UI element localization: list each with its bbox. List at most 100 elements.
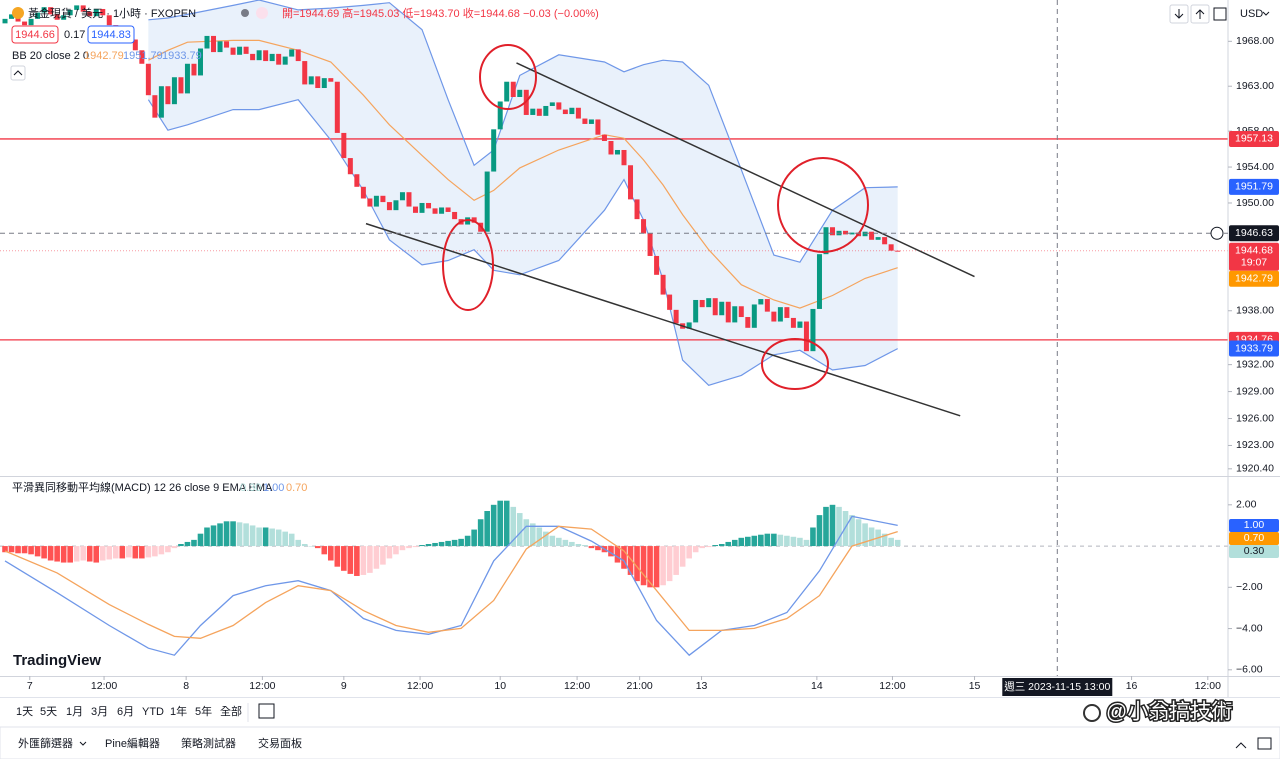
- currency[interactable]: USD: [1240, 8, 1263, 20]
- range-button[interactable]: 1年: [170, 704, 187, 718]
- range-button[interactable]: 6月: [117, 706, 134, 718]
- histogram-bar: [327, 546, 334, 561]
- annotation-layer: [442, 44, 869, 390]
- candle-body: [608, 141, 614, 155]
- candle-body: [256, 50, 262, 61]
- histogram-bar: [8, 546, 15, 553]
- histogram-bar: [334, 546, 341, 567]
- symbol-title[interactable]: 黃金現貨 / 美元 · 1小時 · FXOPEN: [28, 6, 196, 20]
- candle-body: [699, 299, 705, 308]
- maximize-icon[interactable]: [1257, 737, 1272, 750]
- candle-body: [816, 254, 822, 309]
- panel-tab[interactable]: 外匯篩選器: [18, 736, 73, 750]
- hand-circle: [777, 157, 869, 253]
- x-tick-label: 15: [969, 680, 981, 692]
- layout-button[interactable]: [1213, 7, 1227, 21]
- x-tick-label: 21:00: [626, 680, 652, 692]
- ask-box[interactable]: [87, 25, 135, 44]
- panel-tab[interactable]: 策略測試器: [181, 736, 236, 750]
- histogram-bar: [653, 546, 660, 588]
- candle-body: [132, 39, 138, 51]
- spread: 0.17: [64, 29, 85, 41]
- mid-band-marker: 1942.79: [1235, 273, 1273, 285]
- goto-date-icon[interactable]: [258, 703, 275, 719]
- histogram-bar: [380, 546, 386, 565]
- range-button[interactable]: 1月: [66, 706, 83, 718]
- histogram-bar: [855, 519, 862, 547]
- range-button[interactable]: 全部: [220, 704, 242, 718]
- histogram-bar: [705, 546, 712, 548]
- candle-body: [67, 9, 73, 16]
- candle-body: [191, 63, 197, 76]
- candle-body: [751, 304, 757, 328]
- candle-body: [334, 81, 340, 133]
- histogram-bar: [451, 539, 458, 547]
- candle-body: [621, 149, 627, 166]
- collapse-button[interactable]: [10, 65, 26, 81]
- histogram-bar: [777, 534, 784, 547]
- y-tick-label: −4.00: [1236, 622, 1263, 634]
- candle-body: [536, 108, 542, 116]
- candle-body: [93, 8, 99, 17]
- up-icon: [1195, 9, 1205, 19]
- histogram-bar: [725, 541, 732, 547]
- histogram-bar: [262, 527, 269, 547]
- histogram-bar: [477, 519, 484, 547]
- x-tick-label: 12:00: [407, 680, 433, 692]
- histogram-bar: [790, 536, 797, 547]
- range-button[interactable]: YTD: [142, 706, 164, 718]
- histogram-bar: [523, 519, 530, 547]
- y-tick-label: −2.00: [1236, 581, 1263, 593]
- y-tick-label: 1926.00: [1236, 412, 1274, 424]
- candle-body: [100, 8, 106, 16]
- histogram-bar: [868, 527, 875, 547]
- candle-body: [628, 165, 634, 200]
- candle-body: [347, 158, 353, 175]
- range-button[interactable]: 5天: [40, 706, 57, 718]
- candle-body: [549, 102, 555, 106]
- candle-body: [797, 321, 803, 328]
- histogram-bar: [223, 521, 230, 547]
- candle-body: [367, 198, 373, 207]
- range-button[interactable]: 3月: [91, 706, 108, 718]
- histogram-bar: [582, 545, 588, 547]
- range-button[interactable]: 5年: [195, 704, 212, 718]
- candle-body: [843, 230, 849, 235]
- macd-marker-box: [1229, 544, 1279, 558]
- x-tick-label: 12:00: [564, 680, 590, 692]
- candle-body: [80, 5, 86, 12]
- expand-icon[interactable]: [1235, 742, 1247, 749]
- candle-body: [719, 301, 725, 316]
- histogram-bar: [549, 535, 556, 547]
- y-tick-label: 1932.00: [1236, 358, 1274, 370]
- panel-tab[interactable]: 交易面板: [258, 736, 302, 750]
- band-line: [148, 0, 898, 263]
- candle-body: [784, 307, 790, 318]
- histogram-bar: [314, 546, 321, 549]
- range-button[interactable]: 1天: [16, 706, 33, 718]
- histogram-bar: [158, 546, 165, 555]
- histogram-bar: [595, 546, 601, 551]
- bid-box[interactable]: [11, 25, 59, 44]
- candle-body: [217, 41, 223, 53]
- candle-body: [888, 244, 894, 251]
- macd-marker: 1.00: [1244, 519, 1265, 531]
- histogram-bar: [217, 523, 223, 547]
- panel-tab[interactable]: Pine編輯器: [105, 737, 160, 750]
- histogram-bar: [588, 546, 595, 549]
- histogram-bar: [784, 535, 790, 547]
- candle-body: [230, 47, 236, 55]
- histogram-bar: [191, 539, 197, 547]
- histogram-bar: [842, 511, 849, 547]
- crosshair-plus[interactable]: [1210, 226, 1224, 240]
- histogram-bar: [432, 542, 438, 547]
- candle-body: [595, 119, 601, 135]
- candle-body: [302, 61, 308, 85]
- candle-body: [399, 192, 405, 201]
- candle-body: [562, 109, 568, 115]
- macd-marker: 0.30: [1244, 545, 1265, 557]
- histogram-bar: [47, 546, 54, 561]
- candle-body: [250, 53, 256, 61]
- x-tick-label: 8: [183, 680, 189, 692]
- candle-body: [504, 81, 510, 102]
